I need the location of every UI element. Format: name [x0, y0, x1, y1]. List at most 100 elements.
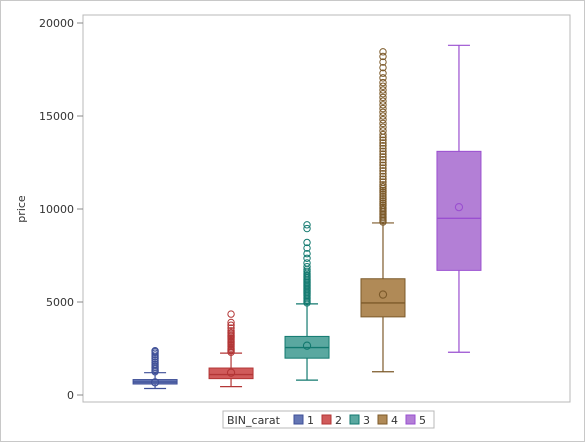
outlier-point [303, 259, 311, 267]
outlier-point [379, 197, 387, 206]
legend-label-1: 1 [307, 414, 314, 427]
outlier-point [379, 48, 387, 56]
outlier-point [379, 82, 387, 90]
outlier-point [151, 358, 159, 367]
outlier-point [379, 130, 387, 139]
outlier-point [379, 194, 387, 202]
outlier-point [151, 355, 159, 363]
legend: BIN_carat 1 2 3 4 5 [222, 410, 435, 429]
outlier-point [379, 69, 387, 77]
y-tick-label: 15000 [39, 110, 74, 123]
box [208, 367, 254, 380]
legend-swatch-5 [405, 414, 416, 425]
y-axis-title: price [15, 195, 28, 223]
outlier-point [379, 144, 387, 153]
outlier-point [379, 116, 387, 124]
outlier-point [379, 147, 387, 156]
outlier-point [379, 167, 387, 175]
outlier-point [379, 89, 387, 98]
outlier-point [379, 127, 387, 135]
outlier-point [379, 97, 387, 105]
outlier-point [151, 356, 159, 365]
legend-swatch-2 [321, 414, 332, 425]
box-series-5 [436, 44, 482, 353]
box-series-2 [208, 310, 254, 388]
outlier-point [379, 86, 387, 94]
outlier-point [379, 142, 387, 150]
outlier-point [151, 360, 159, 369]
legend-label-2: 2 [335, 414, 342, 427]
outlier-point [379, 182, 387, 191]
outlier-point [379, 161, 387, 169]
outlier-point [227, 310, 235, 318]
outlier-point [227, 321, 235, 329]
outlier-point [303, 249, 311, 258]
outlier-point [379, 123, 387, 131]
legend-label-5: 5 [419, 414, 426, 427]
legend-swatch-4 [377, 414, 388, 425]
outlier-point [303, 244, 311, 252]
y-tick-label: 5000 [46, 296, 74, 309]
mean-marker [302, 341, 312, 350]
outlier-point [379, 139, 387, 147]
outlier-point [379, 153, 387, 161]
y-tick-label: 0 [67, 389, 74, 402]
y-tick-label: 20000 [39, 17, 74, 30]
outlier-point [379, 199, 387, 208]
outlier-point [379, 201, 387, 209]
y-axis: 0 5000 10000 15000 20000 [39, 17, 83, 402]
outlier-point [379, 169, 387, 178]
outlier-point [379, 74, 387, 82]
legend-swatch-1 [293, 414, 304, 425]
outlier-point [379, 192, 387, 200]
outlier-point [379, 93, 387, 102]
outlier-point [303, 267, 311, 276]
outlier-point [227, 318, 235, 327]
mean-marker [150, 378, 160, 387]
outlier-point [227, 328, 235, 337]
legend-label-3: 3 [363, 414, 370, 427]
outlier-point [379, 156, 387, 164]
mean-marker [226, 368, 236, 377]
outlier-point [303, 221, 311, 229]
outlier-point [379, 175, 387, 183]
outlier-point [379, 58, 387, 66]
outlier-point [151, 351, 159, 359]
legend-swatch-3 [349, 414, 360, 425]
outlier-point [379, 172, 387, 181]
outlier-point [379, 158, 387, 167]
outlier-point [379, 136, 387, 144]
box-series-group [132, 44, 482, 390]
outlier-point [379, 101, 387, 109]
outlier-point [379, 188, 387, 196]
outlier-point [379, 119, 387, 128]
outlier-point [379, 186, 387, 195]
outlier-point [379, 108, 387, 116]
mean-marker [454, 202, 464, 212]
outlier-point [227, 327, 235, 335]
outlier-point [379, 104, 387, 113]
outlier-point [303, 254, 311, 262]
outlier-point [379, 181, 387, 189]
outlier-point [303, 238, 311, 247]
y-tick-label: 10000 [39, 203, 74, 216]
box-series-3 [284, 221, 330, 381]
outlier-point [379, 112, 387, 120]
outlier-point [151, 347, 159, 355]
box-series-1 [132, 347, 178, 390]
outlier-point [303, 224, 311, 233]
legend-title: BIN_carat [227, 414, 281, 427]
outlier-point [379, 63, 387, 72]
outlier-point [303, 262, 311, 271]
box-series-4 [360, 48, 406, 373]
outlier-point [379, 164, 387, 172]
outlier-point [379, 52, 387, 61]
outlier-point [227, 324, 235, 332]
mean-marker [378, 290, 388, 299]
outlier-point [379, 196, 387, 204]
outlier-point [379, 78, 387, 87]
outlier-point [379, 203, 387, 211]
outlier-point [379, 178, 387, 186]
